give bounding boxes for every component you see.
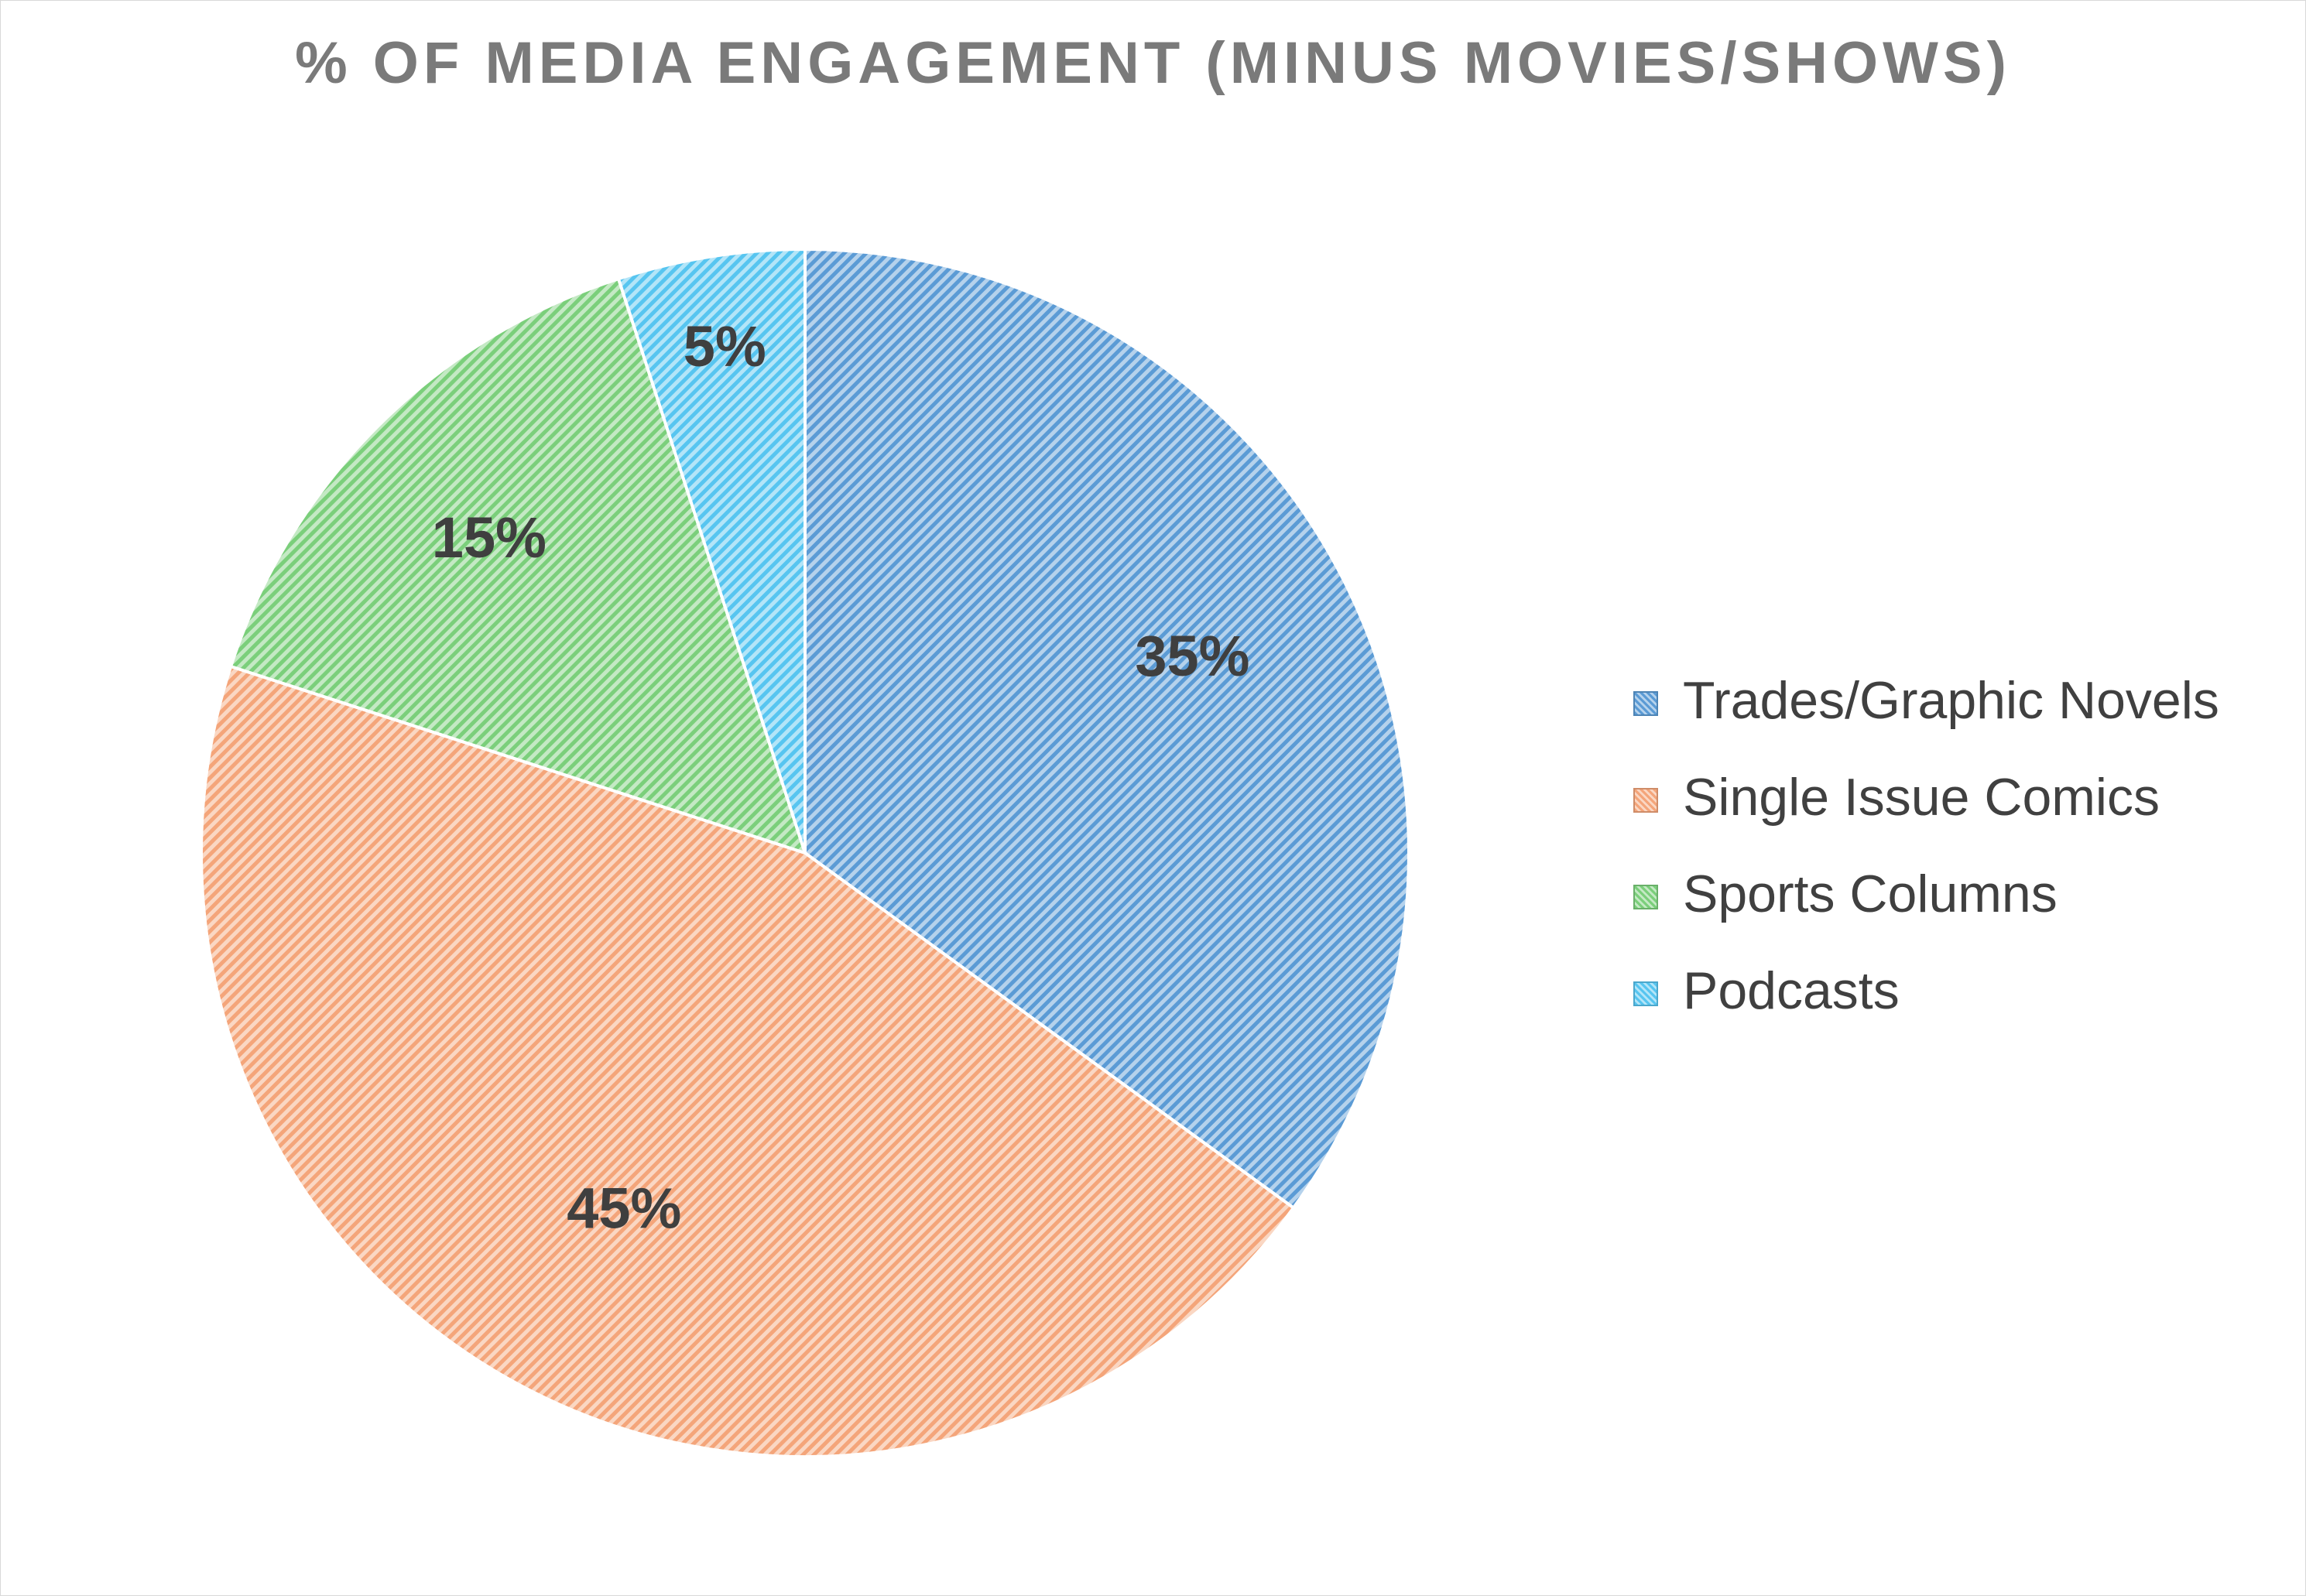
- legend-swatch: [1633, 691, 1658, 716]
- legend-swatch: [1633, 885, 1658, 909]
- pie-slice-sports-columns: [228, 276, 808, 856]
- legend-item-trades-graphic-novels: Trades/Graphic Novels: [1633, 670, 2299, 731]
- legend-item-single-issue-comics: Single Issue Comics: [1633, 766, 2299, 828]
- pie-slices: [200, 247, 1410, 1458]
- pie-slice-single-issue-comics: [200, 664, 1296, 1458]
- data-label-single-issue-comics: 45%: [567, 1176, 681, 1241]
- legend-swatch: [1633, 981, 1658, 1006]
- chart-title: % OF MEDIA ENGAGEMENT (MINUS MOVIES/SHOW…: [295, 30, 2011, 96]
- legend-item-sports-columns: Sports Columns: [1633, 863, 2299, 925]
- legend-item-podcasts: Podcasts: [1633, 960, 2299, 1022]
- legend-label: Sports Columns: [1683, 865, 2058, 923]
- pie-slice-podcasts: [616, 247, 807, 854]
- legend-label: Single Issue Comics: [1683, 768, 2160, 827]
- legend-label: Trades/Graphic Novels: [1683, 671, 2219, 730]
- data-label-podcasts: 5%: [684, 314, 766, 378]
- legend-label: Podcasts: [1683, 961, 1900, 1020]
- legend-swatch: [1633, 788, 1658, 813]
- data-label-trades-graphic-novels: 35%: [1135, 624, 1249, 688]
- pie-data-labels: 35% 45% 15% 5%: [432, 314, 1250, 1241]
- pie-slice-trades-graphic-novels: [804, 247, 1410, 1211]
- data-label-sports-columns: 15%: [432, 505, 547, 570]
